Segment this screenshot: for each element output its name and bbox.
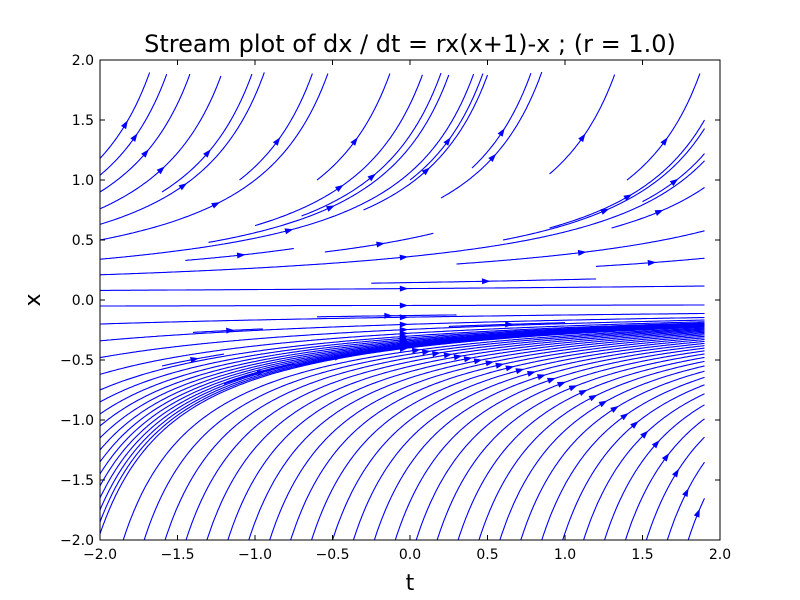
- streamline-arrow: [350, 137, 358, 146]
- streamline-arrow: [453, 354, 463, 361]
- streamline-arrow: [481, 278, 491, 285]
- streamline-arrow: [660, 137, 668, 146]
- streamline-arrow: [577, 249, 587, 256]
- streamline-arrow: [284, 228, 294, 235]
- streamline-arrow: [654, 209, 664, 216]
- x-tick-label: −1.0: [238, 547, 272, 563]
- y-tick-label: −1.5: [60, 473, 94, 489]
- streamline-arrow: [399, 302, 409, 309]
- y-tick-label: −0.5: [60, 353, 94, 369]
- y-tick-label: −2.0: [60, 533, 94, 549]
- streamline-arrow: [443, 352, 453, 359]
- x-tick-label: 0.0: [399, 547, 421, 563]
- streamline-arrow: [211, 202, 221, 209]
- streamline-arrow: [272, 137, 281, 146]
- x-tick-label: 0.5: [476, 547, 498, 563]
- streamline-arrow: [203, 149, 211, 158]
- streamline-arrow: [384, 312, 393, 319]
- x-axis-label: t: [406, 571, 415, 596]
- streamline-arrow: [610, 405, 619, 413]
- streamline-arrow: [178, 183, 188, 191]
- streamline-arrow: [630, 421, 639, 429]
- streamline-arrow: [399, 321, 409, 328]
- x-tick-label: −1.5: [161, 547, 195, 563]
- streamline-arrow: [326, 205, 335, 212]
- streamline-arrow: [399, 330, 409, 337]
- streamline-arrow: [505, 365, 515, 372]
- streamline-arrow: [588, 394, 598, 402]
- streamline-arrow: [334, 354, 344, 361]
- streamline-arrow: [672, 468, 679, 478]
- y-axis-label: x: [21, 293, 46, 306]
- streamline-arrow: [578, 133, 586, 143]
- x-tick-label: 1.5: [631, 547, 653, 563]
- streamline-arrow: [156, 166, 165, 175]
- streamline-arrow: [367, 173, 376, 182]
- streamline-arrow: [421, 349, 431, 356]
- x-tick-label: 2.0: [709, 547, 731, 563]
- streamline-arrow: [505, 321, 514, 328]
- streamline-arrow: [515, 368, 525, 375]
- streamline-arrow: [620, 413, 629, 421]
- streamline-arrow: [141, 149, 149, 158]
- streamline-arrow: [527, 371, 536, 377]
- y-tick-label: 0.5: [72, 233, 94, 249]
- x-tick-label: −0.5: [316, 547, 350, 563]
- streamline-arrow: [376, 241, 385, 248]
- x-axis-ticks: −2.0 −1.5 −1.0 −0.5 0.0 0.5 1.0 1.5 2.0: [83, 60, 731, 563]
- streamline-arrow: [121, 120, 128, 130]
- streamline-arrow: [600, 208, 610, 215]
- streamline-arrow: [547, 377, 556, 384]
- streamline-arrow: [473, 358, 483, 365]
- streamline-arrow: [578, 389, 588, 396]
- y-axis-ticks: −2.0 −1.5 −1.0 −0.5 0.0 0.5 1.0 1.5 2.0: [60, 53, 720, 549]
- streamline-arrow: [669, 178, 679, 187]
- plot-area: [99, 59, 721, 541]
- streamline-arrow: [497, 128, 505, 137]
- streamline-arrow: [651, 440, 660, 449]
- streamline-arrow: [399, 254, 409, 261]
- streamline-arrow: [537, 374, 546, 380]
- y-tick-label: 1.5: [72, 113, 94, 129]
- streamline-arrow: [399, 326, 409, 333]
- streamline-arrow: [130, 133, 138, 142]
- x-tick-label: 1.0: [554, 547, 576, 563]
- chart-title: Stream plot of dx / dt = rx(x+1)-x ; (r …: [144, 30, 676, 58]
- y-tick-label: 2.0: [72, 53, 94, 69]
- x-tick-label: −2.0: [83, 547, 117, 563]
- streamline-arrow: [256, 370, 266, 376]
- streamline-arrow: [557, 381, 566, 388]
- streamline-arrow: [488, 153, 497, 162]
- y-tick-label: −1.0: [60, 413, 94, 429]
- streamline-arrow: [335, 184, 344, 192]
- streamline-arrow: [682, 488, 689, 497]
- streamlines: [100, 71, 705, 540]
- streamline-arrow: [432, 351, 441, 357]
- streamline-arrow: [463, 356, 473, 363]
- streamline-arrow: [226, 327, 235, 334]
- streamline-arrow: [443, 137, 451, 146]
- y-tick-label: 1.0: [72, 173, 94, 189]
- streamline-arrow: [568, 385, 578, 392]
- streamline-arrow: [661, 453, 670, 462]
- streamline-arrow: [693, 508, 700, 518]
- streamline-arrow: [647, 259, 657, 266]
- streamline-arrow: [399, 285, 409, 292]
- streamline-arrow: [236, 252, 246, 259]
- streamline-arrow: [190, 357, 199, 363]
- streamline-arrow: [640, 430, 649, 439]
- y-tick-label: 0.0: [72, 293, 94, 309]
- streamline-arrow: [485, 360, 495, 367]
- streamline-arrow: [421, 167, 430, 176]
- streamline-arrow: [411, 347, 421, 354]
- streamline-arrow: [623, 194, 633, 201]
- streamline-arrow: [495, 362, 505, 369]
- streamline-arrow: [598, 400, 608, 408]
